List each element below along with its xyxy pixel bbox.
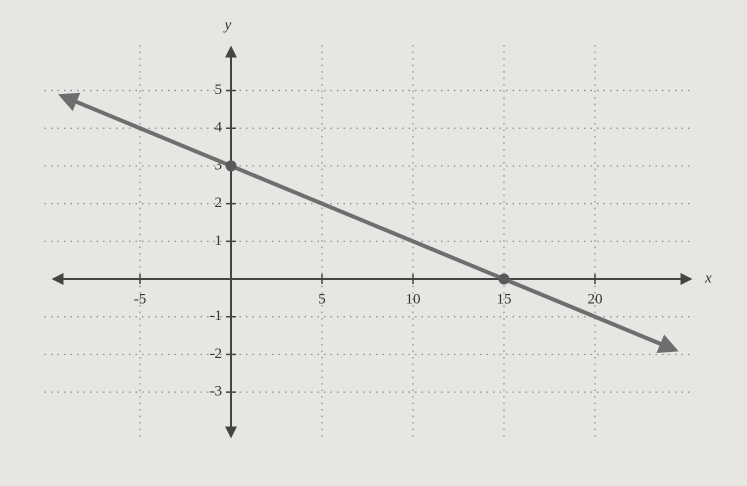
point [225,160,237,172]
point [498,273,510,285]
x-tick-label: -5 [134,291,147,307]
y-tick-label: -1 [210,308,223,324]
x-tick-label: 15 [496,291,511,307]
x-axis-label: x [704,270,712,286]
y-tick-label: 1 [215,233,223,249]
y-axis-label: y [223,17,232,33]
x-tick-label: 10 [405,291,420,307]
line [58,92,679,354]
y-tick-label: 2 [215,195,223,211]
y-tick-label: 5 [215,82,223,98]
x-tick-label: 20 [587,291,602,307]
y-tick-label: 4 [215,120,223,136]
x-tick-label: 5 [318,291,326,307]
y-tick-label: -3 [210,384,223,400]
y-tick-label: -2 [210,346,223,362]
